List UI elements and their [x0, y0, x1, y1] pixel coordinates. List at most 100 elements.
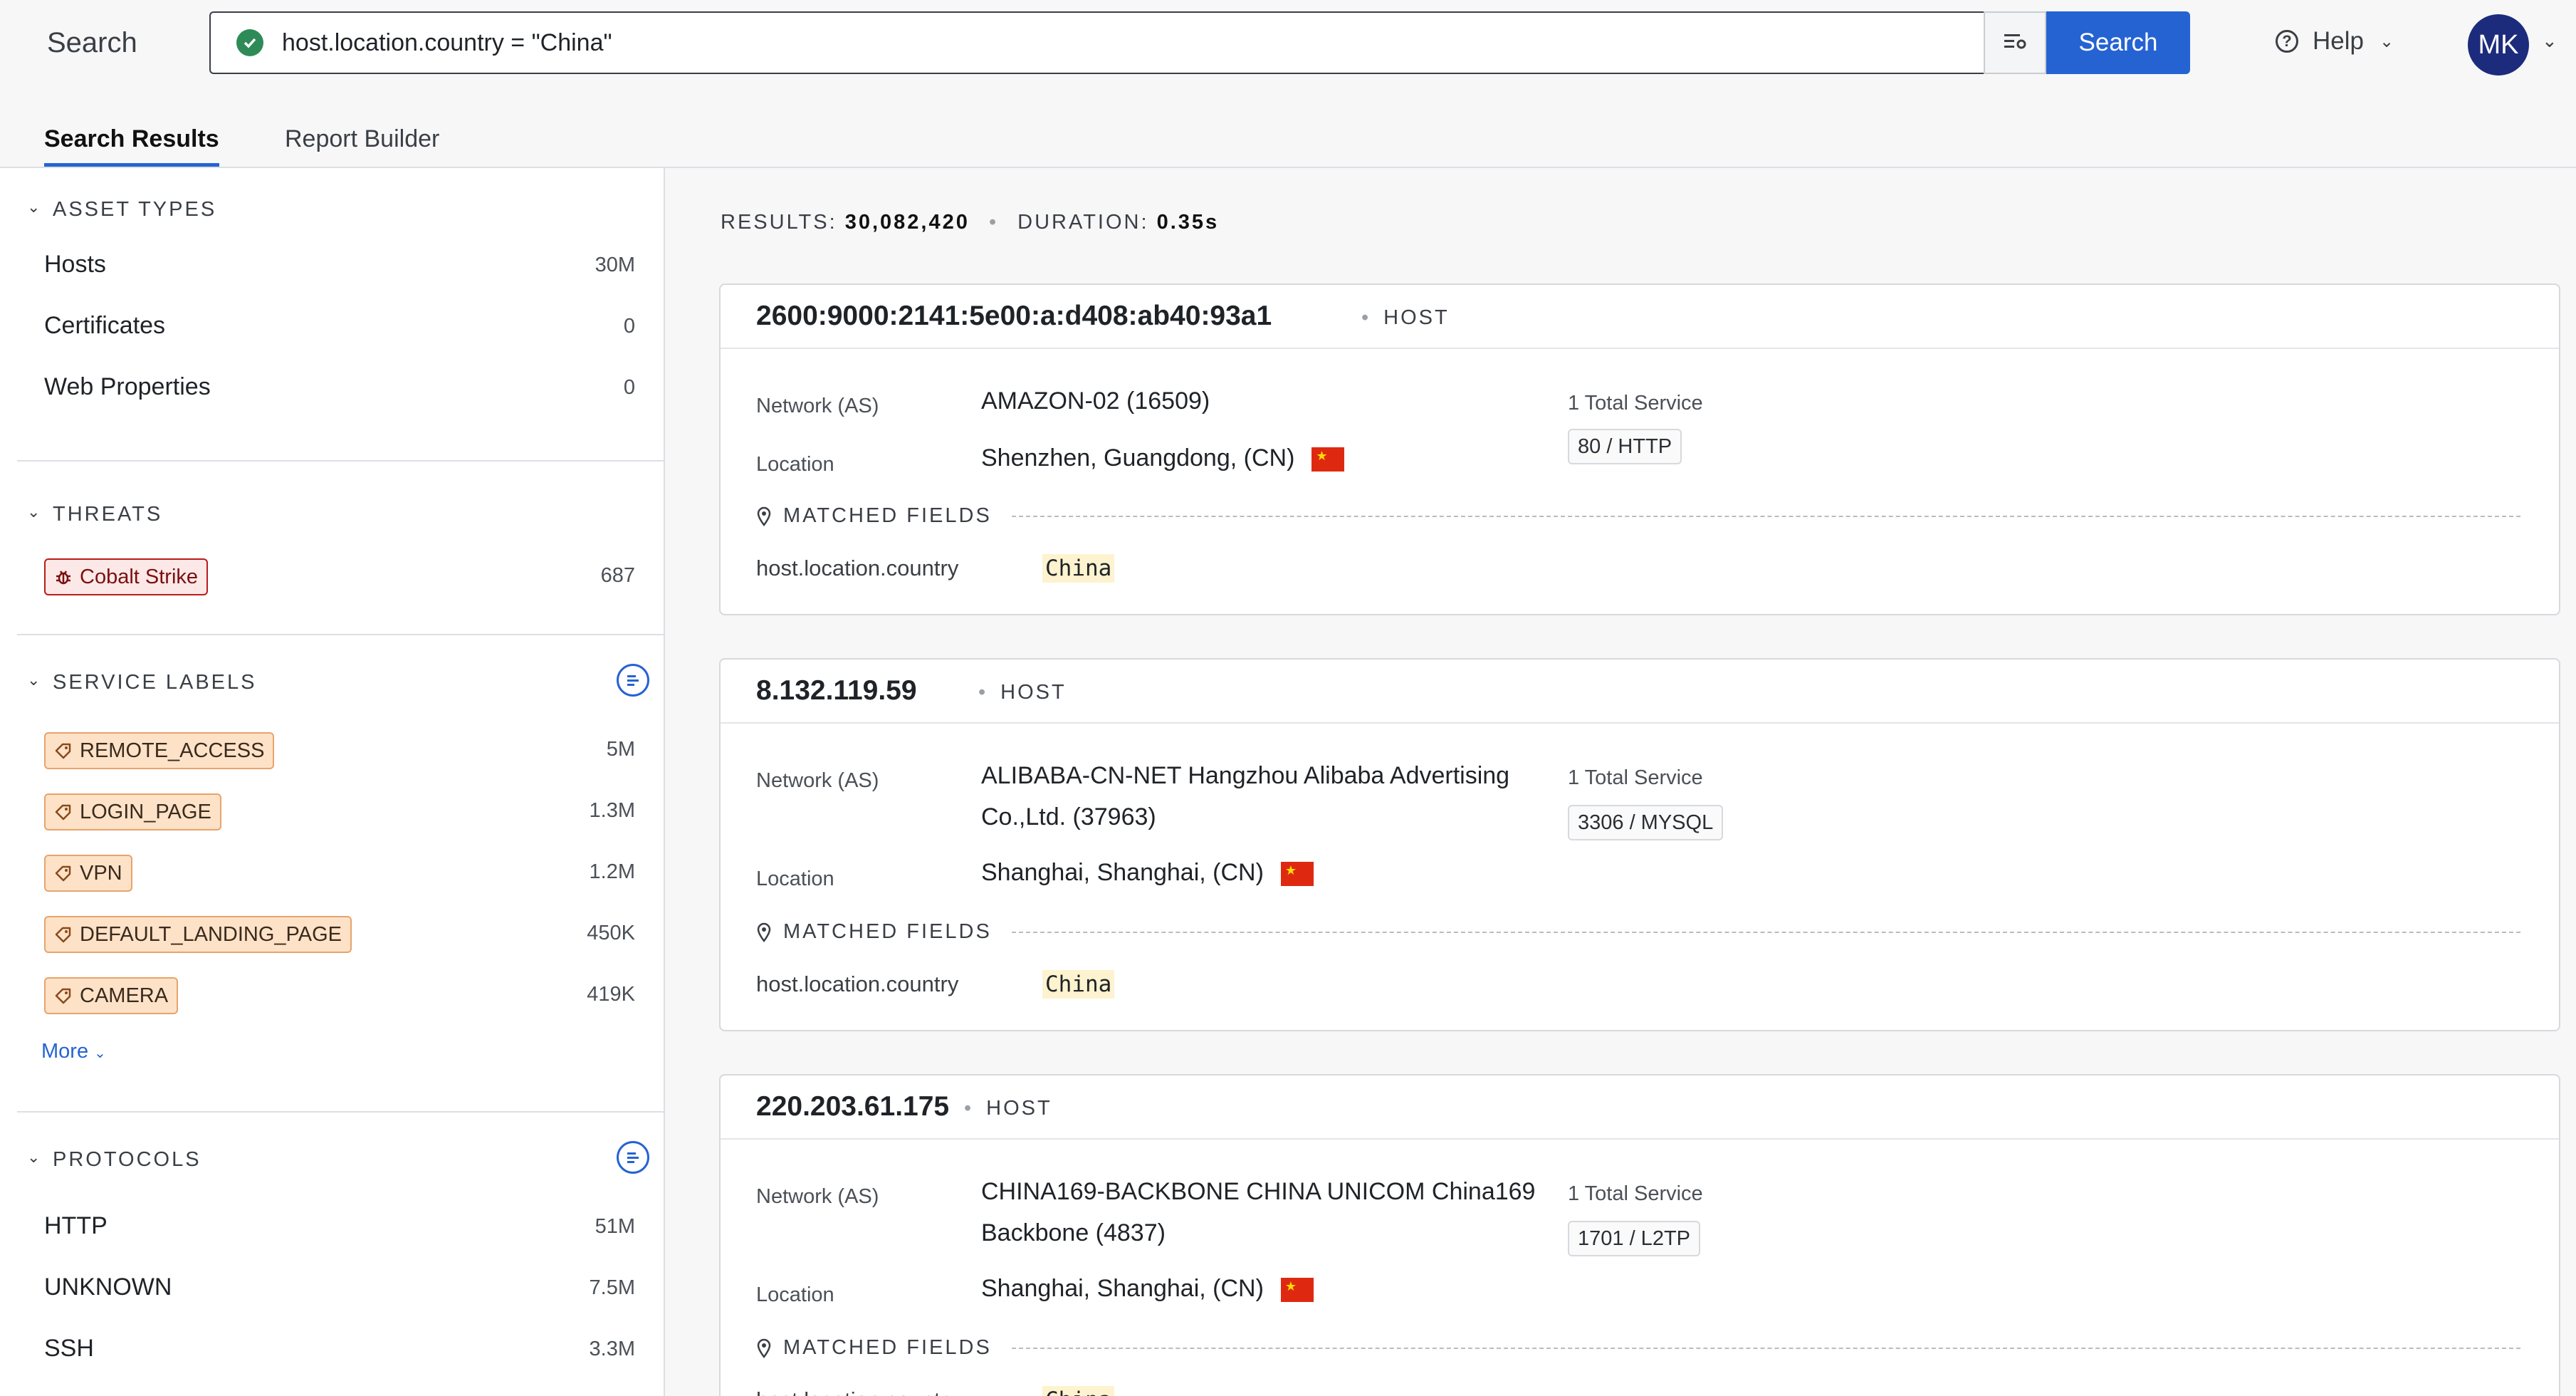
chevron-down-icon: ⌄	[27, 198, 41, 216]
location-label: Location	[756, 453, 834, 476]
results-summary: RESULTS: 30,082,420 • DURATION: 0.35s	[721, 211, 1219, 234]
bug-icon	[54, 568, 73, 586]
tab-report-builder[interactable]: Report Builder	[285, 125, 440, 152]
duration-value: 0.35s	[1156, 211, 1220, 234]
asset-types-section: ⌄ ASSET TYPES Hosts 30M Certificates 0 W…	[17, 168, 664, 462]
query-options-button[interactable]	[1984, 11, 2046, 74]
filter-row-cobalt-strike[interactable]: Cobalt Strike 687	[17, 546, 664, 607]
section-title: ASSET TYPES	[53, 198, 217, 221]
filter-label: UNKNOWN	[44, 1273, 172, 1301]
protocols-header[interactable]: ⌄ PROTOCOLS	[17, 1113, 664, 1197]
matched-fields-divider: MATCHED FIELDS	[756, 1336, 2520, 1360]
more-label: More	[41, 1040, 89, 1063]
filter-count: 450K	[587, 922, 635, 944]
results-label: RESULTS:	[721, 211, 837, 234]
filter-row-protocol[interactable]: SSH 3.3M	[17, 1319, 664, 1380]
service-label-tag[interactable]: VPN	[44, 855, 132, 892]
result-card: 2600:9000:2141:5e00:a:d408:ab40:93a1 • HO…	[719, 283, 2560, 615]
sort-options-button[interactable]	[617, 1141, 649, 1174]
service-label-tag[interactable]: REMOTE_ACCESS	[44, 732, 275, 769]
total-services-label: 1 Total Service	[1568, 392, 1703, 415]
filter-row-service-label[interactable]: REMOTE_ACCESS 5M	[17, 719, 664, 781]
sort-options-button[interactable]	[617, 664, 649, 697]
tag-icon	[54, 864, 73, 882]
tab-search-results[interactable]: Search Results	[44, 125, 219, 167]
filter-row-hosts[interactable]: Hosts 30M	[17, 235, 664, 296]
filter-count: 419K	[587, 983, 635, 1006]
map-pin-icon	[756, 506, 772, 526]
matched-fields-label: MATCHED FIELDS	[783, 920, 992, 943]
help-label: Help	[2313, 27, 2364, 55]
service-label-tag[interactable]: LOGIN_PAGE	[44, 793, 221, 830]
service-chip[interactable]: 80 / HTTP	[1568, 429, 1682, 464]
service-label-tag[interactable]: CAMERA	[44, 977, 179, 1014]
location-label: Location	[756, 868, 834, 890]
filter-row-service-label[interactable]: VPN 1.2M	[17, 842, 664, 903]
threats-header[interactable]: ⌄ THREATS	[17, 462, 664, 546]
network-label: Network (AS)	[756, 395, 879, 417]
tag-icon	[54, 803, 73, 821]
network-value-line1: CHINA169-BACKBONE CHINA UNICOM China169	[981, 1178, 1536, 1205]
chevron-down-icon: ⌄	[94, 1046, 106, 1061]
filter-count: 30M	[595, 254, 635, 276]
filter-count: 0	[623, 315, 635, 338]
filter-row-certificates[interactable]: Certificates 0	[17, 296, 664, 358]
dashed-divider	[1011, 515, 2520, 517]
filter-row-web-properties[interactable]: Web Properties 0	[17, 358, 664, 419]
more-link[interactable]: More ⌄	[41, 1040, 106, 1063]
avatar[interactable]: MK	[2468, 14, 2529, 75]
results-panel: RESULTS: 30,082,420 • DURATION: 0.35s 26…	[665, 168, 2576, 1396]
filter-count: 687	[600, 564, 635, 587]
threat-tag[interactable]: Cobalt Strike	[44, 558, 209, 595]
tag-label: DEFAULT_LANDING_PAGE	[80, 922, 342, 946]
search-query-text[interactable]: host.location.country = "China"	[282, 28, 612, 56]
threats-section: ⌄ THREATS Cobalt Strike 687	[17, 462, 664, 635]
network-value-line2: Backbone (4837)	[981, 1219, 1166, 1246]
chevron-down-icon[interactable]: ⌄	[2542, 30, 2557, 51]
location-value: Shanghai, Shanghai, (CN) ★	[981, 1268, 1314, 1309]
service-label-tag[interactable]: DEFAULT_LANDING_PAGE	[44, 916, 352, 953]
service-labels-header[interactable]: ⌄ SERVICE LABELS	[17, 635, 664, 719]
service-chip[interactable]: 3306 / MYSQL	[1568, 805, 1724, 840]
filter-count: 51M	[595, 1215, 635, 1238]
asset-types-header[interactable]: ⌄ ASSET TYPES	[17, 168, 664, 232]
network-value: AMAZON-02 (16509)	[981, 387, 1210, 415]
matched-fields-label: MATCHED FIELDS	[783, 1336, 992, 1359]
filter-row-protocol[interactable]: HTTP 51M	[17, 1197, 664, 1258]
dashed-divider	[1011, 1347, 2520, 1349]
host-ip-link[interactable]: 8.132.119.59	[756, 675, 917, 706]
tag-label: CAMERA	[80, 984, 169, 1007]
tag-label: Cobalt Strike	[80, 565, 199, 588]
tag-label: LOGIN_PAGE	[80, 800, 211, 823]
filter-row-service-label[interactable]: CAMERA 419K	[17, 964, 664, 1026]
filter-count: 5M	[606, 738, 635, 761]
china-flag-icon: ★	[1280, 862, 1314, 887]
filter-row-protocol[interactable]: UNKNOWN 7.5M	[17, 1258, 664, 1319]
asset-type-badge: • HOST	[1361, 306, 1450, 329]
filter-label: Certificates	[44, 312, 166, 339]
filter-row-service-label[interactable]: LOGIN_PAGE 1.3M	[17, 781, 664, 842]
host-ip-link[interactable]: 220.203.61.175	[756, 1091, 950, 1122]
service-chip[interactable]: 1701 / L2TP	[1568, 1221, 1700, 1256]
matched-field-value: China	[1042, 1386, 1115, 1396]
filters-sidebar: ⌄ ASSET TYPES Hosts 30M Certificates 0 W…	[0, 168, 665, 1396]
help-menu[interactable]: ? Help ⌄	[2276, 27, 2394, 56]
total-services-label: 1 Total Service	[1568, 766, 1703, 789]
china-flag-icon: ★	[1280, 1278, 1314, 1303]
sort-lines-icon	[627, 675, 639, 686]
map-pin-icon	[756, 1338, 772, 1358]
separator-dot: •	[988, 211, 999, 234]
filter-count: 0	[623, 376, 635, 399]
china-flag-icon: ★	[1311, 447, 1345, 472]
filter-settings-icon	[2003, 32, 2027, 54]
location-value: Shenzhen, Guangdong, (CN) ★	[981, 437, 1345, 479]
filter-label: HTTP	[44, 1212, 108, 1239]
filter-row-service-label[interactable]: DEFAULT_LANDING_PAGE 450K	[17, 903, 664, 964]
search-input[interactable]: host.location.country = "China"	[209, 11, 1984, 74]
tag-label: VPN	[80, 861, 122, 885]
filter-count: 1.3M	[589, 799, 635, 822]
matched-fields-divider: MATCHED FIELDS	[756, 504, 2520, 528]
search-button[interactable]: Search	[2046, 11, 2190, 74]
network-label: Network (AS)	[756, 1185, 879, 1208]
host-ip-link[interactable]: 2600:9000:2141:5e00:a:d408:ab40:93a1	[756, 301, 1272, 331]
